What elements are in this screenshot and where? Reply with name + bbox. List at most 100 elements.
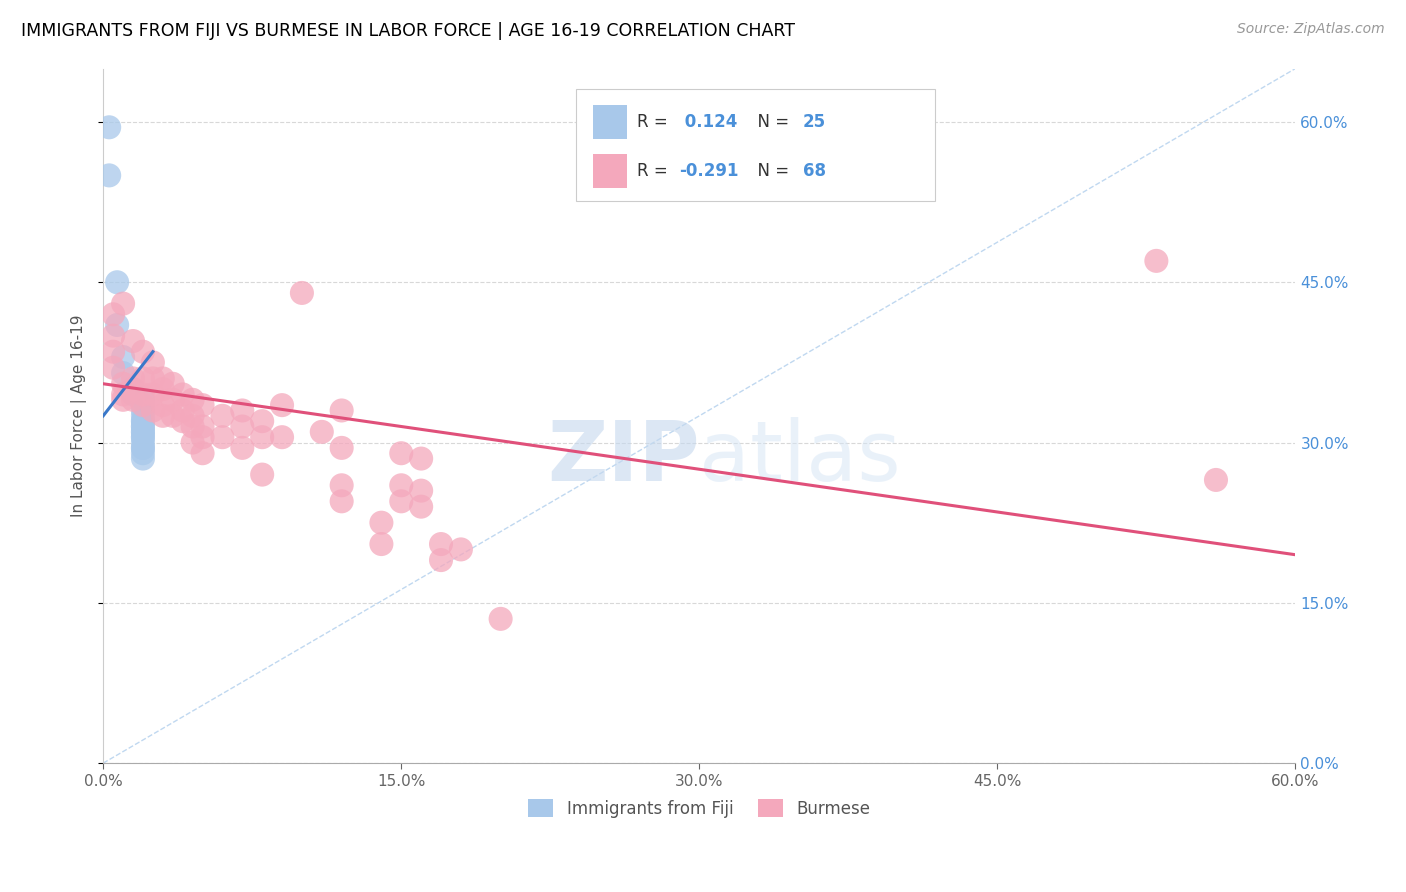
Point — [122, 382, 145, 396]
Point — [142, 371, 165, 385]
Point — [250, 430, 273, 444]
Point — [271, 430, 294, 444]
Text: 25: 25 — [803, 113, 825, 131]
Point — [231, 403, 253, 417]
Point — [370, 516, 392, 530]
Point — [105, 318, 128, 332]
Point — [101, 360, 124, 375]
Point — [211, 409, 233, 423]
Point — [132, 425, 155, 439]
Point — [112, 392, 135, 407]
Point — [330, 494, 353, 508]
Point — [142, 387, 165, 401]
Point — [430, 553, 453, 567]
Point — [231, 419, 253, 434]
Point — [132, 446, 155, 460]
Point — [370, 537, 392, 551]
Point — [132, 430, 155, 444]
Point — [330, 478, 353, 492]
Point — [122, 387, 145, 401]
Text: 0.124: 0.124 — [679, 113, 738, 131]
Point — [191, 446, 214, 460]
Point — [132, 387, 155, 401]
Point — [450, 542, 472, 557]
Point — [191, 430, 214, 444]
Point — [122, 382, 145, 396]
Point — [101, 344, 124, 359]
Point — [132, 403, 155, 417]
Point — [98, 120, 121, 135]
Point — [132, 344, 155, 359]
Point — [181, 419, 204, 434]
Point — [132, 392, 155, 407]
Point — [430, 537, 453, 551]
Point — [112, 387, 135, 401]
Point — [132, 419, 155, 434]
Point — [330, 441, 353, 455]
Point — [152, 371, 174, 385]
Point — [311, 425, 333, 439]
Text: ZIP: ZIP — [547, 417, 699, 498]
Point — [142, 403, 165, 417]
Text: 68: 68 — [803, 161, 825, 179]
Point — [250, 414, 273, 428]
Point — [191, 419, 214, 434]
Point — [132, 414, 155, 428]
Point — [152, 382, 174, 396]
Text: atlas: atlas — [699, 417, 901, 498]
Point — [389, 446, 412, 460]
Text: R =: R = — [637, 161, 673, 179]
Point — [122, 392, 145, 407]
Point — [162, 376, 184, 391]
Point — [389, 494, 412, 508]
Point — [489, 612, 512, 626]
Point — [152, 409, 174, 423]
Point — [132, 435, 155, 450]
Point — [132, 398, 155, 412]
Point — [132, 441, 155, 455]
Text: IMMIGRANTS FROM FIJI VS BURMESE IN LABOR FORCE | AGE 16-19 CORRELATION CHART: IMMIGRANTS FROM FIJI VS BURMESE IN LABOR… — [21, 22, 794, 40]
Point — [142, 355, 165, 369]
Point — [172, 387, 194, 401]
Point — [181, 435, 204, 450]
Legend: Immigrants from Fiji, Burmese: Immigrants from Fiji, Burmese — [522, 793, 877, 824]
Point — [101, 307, 124, 321]
Point — [1144, 253, 1167, 268]
Point — [330, 403, 353, 417]
Point — [411, 483, 433, 498]
Point — [132, 371, 155, 385]
Point — [389, 478, 412, 492]
Text: R =: R = — [637, 113, 673, 131]
Text: Source: ZipAtlas.com: Source: ZipAtlas.com — [1237, 22, 1385, 37]
Point — [172, 403, 194, 417]
Point — [411, 451, 433, 466]
Point — [1205, 473, 1227, 487]
Point — [101, 328, 124, 343]
Point — [122, 334, 145, 348]
Point — [250, 467, 273, 482]
Point — [132, 409, 155, 423]
Point — [162, 392, 184, 407]
Point — [132, 419, 155, 434]
Point — [98, 169, 121, 183]
Point — [132, 425, 155, 439]
Point — [112, 350, 135, 364]
Point — [162, 409, 184, 423]
Point — [181, 392, 204, 407]
Point — [112, 376, 135, 391]
Text: -0.291: -0.291 — [679, 161, 738, 179]
Point — [132, 451, 155, 466]
Point — [271, 398, 294, 412]
Point — [181, 409, 204, 423]
Text: N =: N = — [747, 113, 794, 131]
Point — [172, 414, 194, 428]
Point — [132, 398, 155, 412]
Point — [132, 414, 155, 428]
Point — [191, 398, 214, 412]
Point — [132, 441, 155, 455]
Point — [112, 296, 135, 310]
Point — [291, 285, 314, 300]
Point — [231, 441, 253, 455]
Point — [152, 398, 174, 412]
Point — [132, 430, 155, 444]
